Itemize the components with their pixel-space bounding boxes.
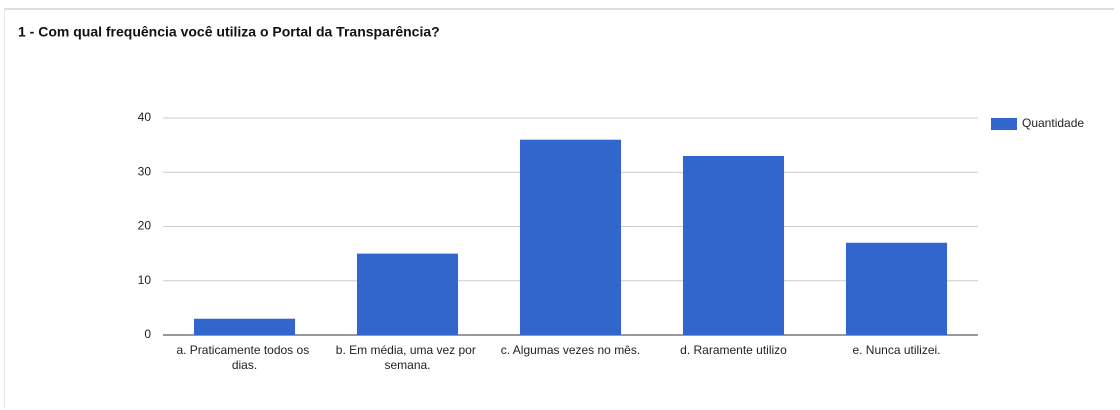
panel (4, 8, 1114, 408)
y-tick-label: 0 (144, 327, 151, 341)
chart-title: 1 - Com qual frequência você utiliza o P… (18, 24, 440, 40)
x-tick-label: a. Praticamente todos os dias. (176, 343, 312, 372)
y-tick-label: 30 (138, 164, 152, 178)
bar (356, 253, 459, 335)
legend-label: Quantidade (1022, 116, 1084, 130)
x-tick-label: b. Em média, uma vez por semana. (336, 343, 479, 372)
bar (845, 242, 948, 335)
bar (519, 139, 622, 335)
x-tick-label: d. Raramente utilizo (680, 343, 787, 357)
bar (682, 155, 785, 335)
x-tick-label: e. Nunca utilizei. (852, 343, 940, 357)
y-tick-label: 10 (138, 273, 152, 287)
bar (193, 318, 296, 335)
x-tick-label: c. Algumas vezes no mês. (501, 343, 640, 357)
y-tick-label: 20 (138, 219, 152, 233)
y-tick-label: 40 (138, 110, 152, 124)
legend-swatch (991, 118, 1017, 130)
